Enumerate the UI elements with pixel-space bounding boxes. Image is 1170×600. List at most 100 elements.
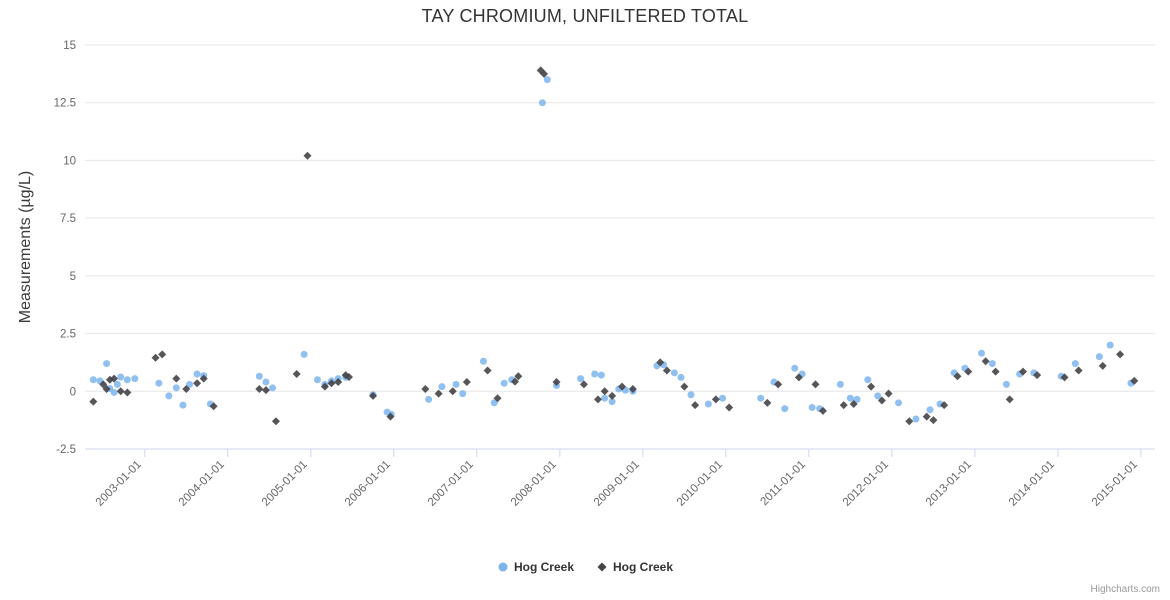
data-point-series-2[interactable]: [1019, 367, 1028, 376]
data-point-series-1[interactable]: [113, 380, 121, 388]
data-point-series-1[interactable]: [1106, 341, 1114, 349]
data-point-series-2[interactable]: [1005, 395, 1014, 404]
data-point-series-1[interactable]: [670, 369, 678, 377]
data-point-series-2[interactable]: [89, 397, 98, 406]
data-point-series-1[interactable]: [791, 364, 799, 372]
data-point-series-2[interactable]: [579, 380, 588, 389]
data-point-series-1[interactable]: [864, 376, 872, 384]
data-point-series-1[interactable]: [193, 370, 201, 378]
data-point-series-2[interactable]: [493, 394, 502, 403]
data-point-series-1[interactable]: [687, 391, 695, 399]
data-point-series-1[interactable]: [846, 394, 854, 402]
data-point-series-2[interactable]: [953, 372, 962, 381]
data-point-series-2[interactable]: [158, 350, 167, 359]
data-point-series-2[interactable]: [929, 416, 938, 425]
data-point-series-1[interactable]: [165, 392, 173, 400]
data-point-series-2[interactable]: [334, 378, 343, 387]
data-point-series-1[interactable]: [543, 76, 551, 84]
data-point-series-1[interactable]: [269, 384, 277, 392]
data-point-series-1[interactable]: [438, 383, 446, 391]
data-point-series-2[interactable]: [877, 396, 886, 405]
data-point-series-2[interactable]: [209, 402, 218, 411]
data-point-series-1[interactable]: [926, 406, 934, 414]
data-point-series-1[interactable]: [425, 395, 433, 403]
data-point-series-2[interactable]: [510, 377, 519, 386]
data-point-series-2[interactable]: [462, 378, 471, 387]
data-point-series-2[interactable]: [172, 374, 181, 383]
data-point-series-2[interactable]: [182, 384, 191, 393]
data-point-series-2[interactable]: [421, 384, 430, 393]
data-point-series-1[interactable]: [123, 376, 131, 384]
data-point-series-1[interactable]: [179, 401, 187, 409]
data-point-series-1[interactable]: [262, 378, 270, 386]
data-point-series-1[interactable]: [1095, 353, 1103, 361]
data-point-series-1[interactable]: [1071, 360, 1079, 368]
data-point-series-2[interactable]: [594, 395, 603, 404]
data-point-series-1[interactable]: [591, 370, 599, 378]
data-point-series-2[interactable]: [794, 373, 803, 382]
data-point-series-1[interactable]: [155, 379, 163, 387]
data-point-series-2[interactable]: [691, 401, 700, 410]
data-point-series-2[interactable]: [884, 389, 893, 398]
data-point-series-1[interactable]: [853, 395, 861, 403]
data-point-series-2[interactable]: [483, 366, 492, 375]
data-point-series-1[interactable]: [459, 390, 467, 398]
data-point-series-1[interactable]: [836, 380, 844, 388]
data-point-series-1[interactable]: [490, 399, 498, 407]
highcharts-credit[interactable]: Highcharts.com: [1090, 584, 1160, 595]
legend-item-series-1[interactable]: Hog Creek: [497, 560, 574, 574]
data-point-series-1[interactable]: [781, 405, 789, 413]
data-point-series-2[interactable]: [981, 357, 990, 366]
data-point-series-2[interactable]: [940, 401, 949, 410]
data-point-series-2[interactable]: [292, 369, 301, 378]
data-point-series-1[interactable]: [300, 350, 308, 358]
data-point-series-2[interactable]: [922, 412, 931, 421]
data-point-series-2[interactable]: [1116, 350, 1125, 359]
data-point-series-1[interactable]: [255, 372, 263, 380]
data-point-series-2[interactable]: [303, 151, 312, 160]
data-point-series-2[interactable]: [327, 379, 336, 388]
data-point-series-2[interactable]: [662, 366, 671, 375]
data-point-series-2[interactable]: [448, 387, 457, 396]
data-point-series-1[interactable]: [757, 394, 765, 402]
data-point-series-2[interactable]: [116, 387, 125, 396]
data-point-series-2[interactable]: [849, 399, 858, 408]
data-point-series-1[interactable]: [452, 380, 460, 388]
data-point-series-2[interactable]: [110, 374, 119, 383]
data-point-series-2[interactable]: [261, 386, 270, 395]
data-point-series-2[interactable]: [618, 382, 627, 391]
data-point-series-1[interactable]: [313, 376, 321, 384]
data-point-series-1[interactable]: [874, 392, 882, 400]
data-point-series-1[interactable]: [89, 376, 97, 384]
data-point-series-2[interactable]: [1098, 361, 1107, 370]
data-point-series-1[interactable]: [1002, 380, 1010, 388]
data-point-series-2[interactable]: [905, 417, 914, 426]
data-point-series-2[interactable]: [1074, 366, 1083, 375]
data-point-series-1[interactable]: [110, 388, 118, 396]
data-point-series-2[interactable]: [514, 372, 523, 381]
data-point-series-1[interactable]: [186, 380, 194, 388]
data-point-series-2[interactable]: [123, 388, 132, 397]
data-point-series-2[interactable]: [608, 391, 617, 400]
data-point-series-1[interactable]: [677, 373, 685, 381]
data-point-series-1[interactable]: [988, 360, 996, 368]
data-point-series-1[interactable]: [597, 371, 605, 379]
data-point-series-2[interactable]: [656, 358, 665, 367]
data-point-series-1[interactable]: [500, 379, 508, 387]
data-point-series-1[interactable]: [131, 375, 139, 383]
data-point-series-2[interactable]: [1130, 376, 1139, 385]
data-point-series-2[interactable]: [320, 382, 329, 391]
data-point-series-1[interactable]: [808, 403, 816, 411]
data-point-series-2[interactable]: [255, 384, 264, 393]
data-point-series-2[interactable]: [628, 384, 637, 393]
legend-item-series-2[interactable]: Hog Creek: [596, 560, 673, 574]
data-point-series-2[interactable]: [193, 379, 202, 388]
data-point-series-1[interactable]: [894, 399, 902, 407]
data-point-series-1[interactable]: [912, 415, 920, 423]
data-point-series-2[interactable]: [839, 401, 848, 410]
data-point-series-1[interactable]: [608, 398, 616, 406]
data-point-series-2[interactable]: [725, 403, 734, 412]
data-point-series-2[interactable]: [552, 378, 561, 387]
data-point-series-2[interactable]: [434, 389, 443, 398]
data-point-series-2[interactable]: [540, 69, 549, 78]
